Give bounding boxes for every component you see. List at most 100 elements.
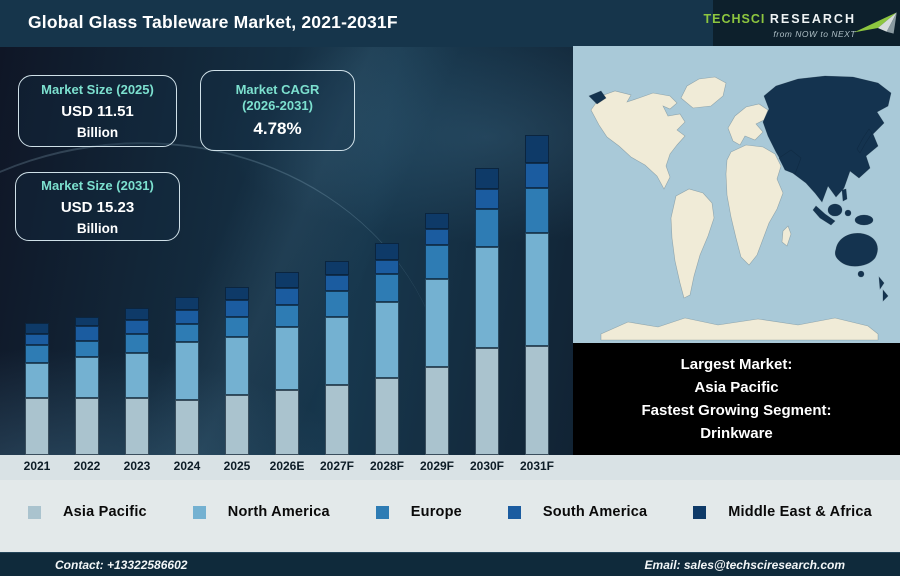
bar-2027F-segment-europe bbox=[325, 291, 349, 317]
bar-2023-segment-europe bbox=[125, 334, 149, 353]
x-label-2023: 2023 bbox=[123, 459, 151, 473]
legend-label-north-america: North America bbox=[227, 504, 330, 520]
bar-2025-segment-south-america bbox=[225, 300, 249, 317]
bar-2025-segment-europe bbox=[225, 317, 249, 337]
techsci-logo: TechSci Research from NOW to NEXT bbox=[704, 0, 900, 46]
bar-2021 bbox=[25, 323, 49, 455]
legend-item-asia-pacific: Asia Pacific bbox=[28, 504, 147, 520]
bar-2028F-segment-middle-east-africa bbox=[375, 243, 399, 260]
note-fastest-segment-label: Fastest Growing Segment: bbox=[641, 402, 832, 419]
bar-2024-segment-north-america bbox=[175, 342, 199, 400]
map-antarctica bbox=[600, 317, 879, 341]
x-label-2026E: 2026E bbox=[269, 459, 305, 473]
legend-swatch-south-america bbox=[507, 505, 521, 519]
map-arabia bbox=[778, 149, 802, 175]
map-new-guinea bbox=[854, 214, 874, 226]
map-tasmania bbox=[857, 270, 865, 278]
map-africa bbox=[725, 144, 784, 266]
footer-contact: Contact: +13322586602 bbox=[55, 557, 188, 572]
info-box-label: Market Size (2025) bbox=[41, 82, 154, 97]
legend-item-north-america: North America bbox=[192, 504, 330, 520]
bar-2027F-segment-asia-pacific bbox=[325, 385, 349, 455]
bottom-strip: 2021 2022 2023 2024 2025 2026E 2027F 2028F 2029F… bbox=[0, 455, 900, 552]
info-box-market-size-2031: Market Size (2031) USD 15.23 Billion bbox=[15, 172, 180, 241]
info-box-value: USD 11.51 bbox=[61, 103, 134, 120]
bar-2025 bbox=[225, 287, 249, 455]
map-sumatra-java bbox=[812, 205, 836, 226]
bar-2023-segment-middle-east-africa bbox=[125, 308, 149, 320]
legend-label-asia-pacific: Asia Pacific bbox=[63, 504, 147, 520]
bar-2025-segment-north-america bbox=[225, 337, 249, 395]
bar-2028F-segment-europe bbox=[375, 274, 399, 302]
legend-item-europe: Europe bbox=[375, 504, 462, 520]
bar-2026E-segment-middle-east-africa bbox=[275, 272, 299, 288]
bar-2030F-segment-europe bbox=[475, 209, 499, 247]
info-box-unit: Billion bbox=[76, 220, 119, 236]
info-box-label-2: (2026-2031) bbox=[242, 98, 313, 113]
world-map bbox=[588, 75, 892, 341]
logo-arrow-icon bbox=[854, 12, 897, 34]
logo-brand-primary: TechSci bbox=[703, 12, 766, 26]
map-europe bbox=[727, 103, 769, 146]
note-largest-market-value: Asia Pacific bbox=[694, 379, 779, 396]
bar-2021-segment-europe bbox=[25, 345, 49, 363]
bar-2024-segment-asia-pacific bbox=[175, 400, 199, 455]
x-label-2030F: 2030F bbox=[469, 459, 505, 473]
info-box-label: Market Size (2031) bbox=[41, 177, 154, 193]
info-box-market-cagr: Market CAGR (2026-2031) 4.78% bbox=[200, 70, 355, 151]
bar-2028F bbox=[375, 243, 399, 455]
bar-2024-segment-europe bbox=[175, 324, 199, 342]
bar-2021-segment-asia-pacific bbox=[25, 398, 49, 455]
legend-label-europe: Europe bbox=[410, 504, 462, 520]
x-axis-labels: 2021 2022 2023 2024 2025 2026E 2027F 2028F 2029F… bbox=[0, 455, 900, 480]
bar-2030F-segment-middle-east-africa bbox=[475, 168, 499, 189]
bar-2024-segment-middle-east-africa bbox=[175, 297, 199, 310]
bar-2027F-segment-middle-east-africa bbox=[325, 261, 349, 275]
bar-2021-segment-south-america bbox=[25, 334, 49, 345]
map-philippines bbox=[841, 188, 848, 202]
bar-2031F-segment-europe bbox=[525, 188, 549, 233]
logo-brand-secondary: Research bbox=[769, 12, 856, 26]
note-fastest-segment-value: Drinkware bbox=[700, 425, 773, 442]
map-highlighted-asia-pacific bbox=[588, 75, 892, 302]
bar-2030F-segment-asia-pacific bbox=[475, 348, 499, 455]
footer-email: Email: sales@techsciresearch.com bbox=[644, 557, 845, 572]
bar-2025-segment-asia-pacific bbox=[225, 395, 249, 455]
bar-2029F-segment-middle-east-africa bbox=[425, 213, 449, 229]
bar-2022-segment-middle-east-africa bbox=[75, 317, 99, 326]
world-map-panel bbox=[573, 46, 900, 343]
x-label-2024: 2024 bbox=[173, 459, 201, 473]
bar-2026E bbox=[275, 272, 299, 455]
legend-item-south-america: South America bbox=[507, 504, 648, 520]
map-new-zealand bbox=[878, 276, 889, 302]
bar-2027F bbox=[325, 261, 349, 455]
bar-2031F-segment-south-america bbox=[525, 163, 549, 188]
legend-label-middle-east-africa: Middle East & Africa bbox=[728, 504, 872, 520]
bar-2023 bbox=[125, 308, 149, 455]
bar-2022-segment-asia-pacific bbox=[75, 398, 99, 455]
legend-label-south-america: South America bbox=[542, 504, 648, 520]
bar-2029F-segment-asia-pacific bbox=[425, 367, 449, 455]
bar-2026E-segment-europe bbox=[275, 305, 299, 327]
x-label-2021: 2021 bbox=[23, 459, 51, 473]
bar-2027F-segment-north-america bbox=[325, 317, 349, 385]
bar-2023-segment-south-america bbox=[125, 320, 149, 334]
bar-2022-segment-south-america bbox=[75, 326, 99, 341]
legend-swatch-middle-east-africa bbox=[693, 505, 707, 519]
logo-tagline: from NOW to NEXT bbox=[773, 29, 856, 39]
note-largest-market-label: Largest Market: bbox=[680, 356, 793, 373]
market-note-box: Largest Market: Asia Pacific Fastest Gro… bbox=[573, 343, 900, 455]
bar-2026E-segment-south-america bbox=[275, 288, 299, 305]
bar-2021-segment-north-america bbox=[25, 363, 49, 398]
bar-2024 bbox=[175, 297, 199, 455]
bar-2028F-segment-north-america bbox=[375, 302, 399, 378]
bars-layer bbox=[0, 47, 573, 455]
bar-2023-segment-asia-pacific bbox=[125, 398, 149, 455]
bar-2029F-segment-north-america bbox=[425, 279, 449, 367]
bar-2021-segment-middle-east-africa bbox=[25, 323, 49, 334]
bar-2031F-segment-middle-east-africa bbox=[525, 135, 549, 163]
bar-2023-segment-north-america bbox=[125, 353, 149, 398]
info-box-unit: Billion bbox=[76, 125, 119, 140]
map-land-regions bbox=[590, 76, 879, 341]
map-chukotka bbox=[588, 90, 607, 105]
